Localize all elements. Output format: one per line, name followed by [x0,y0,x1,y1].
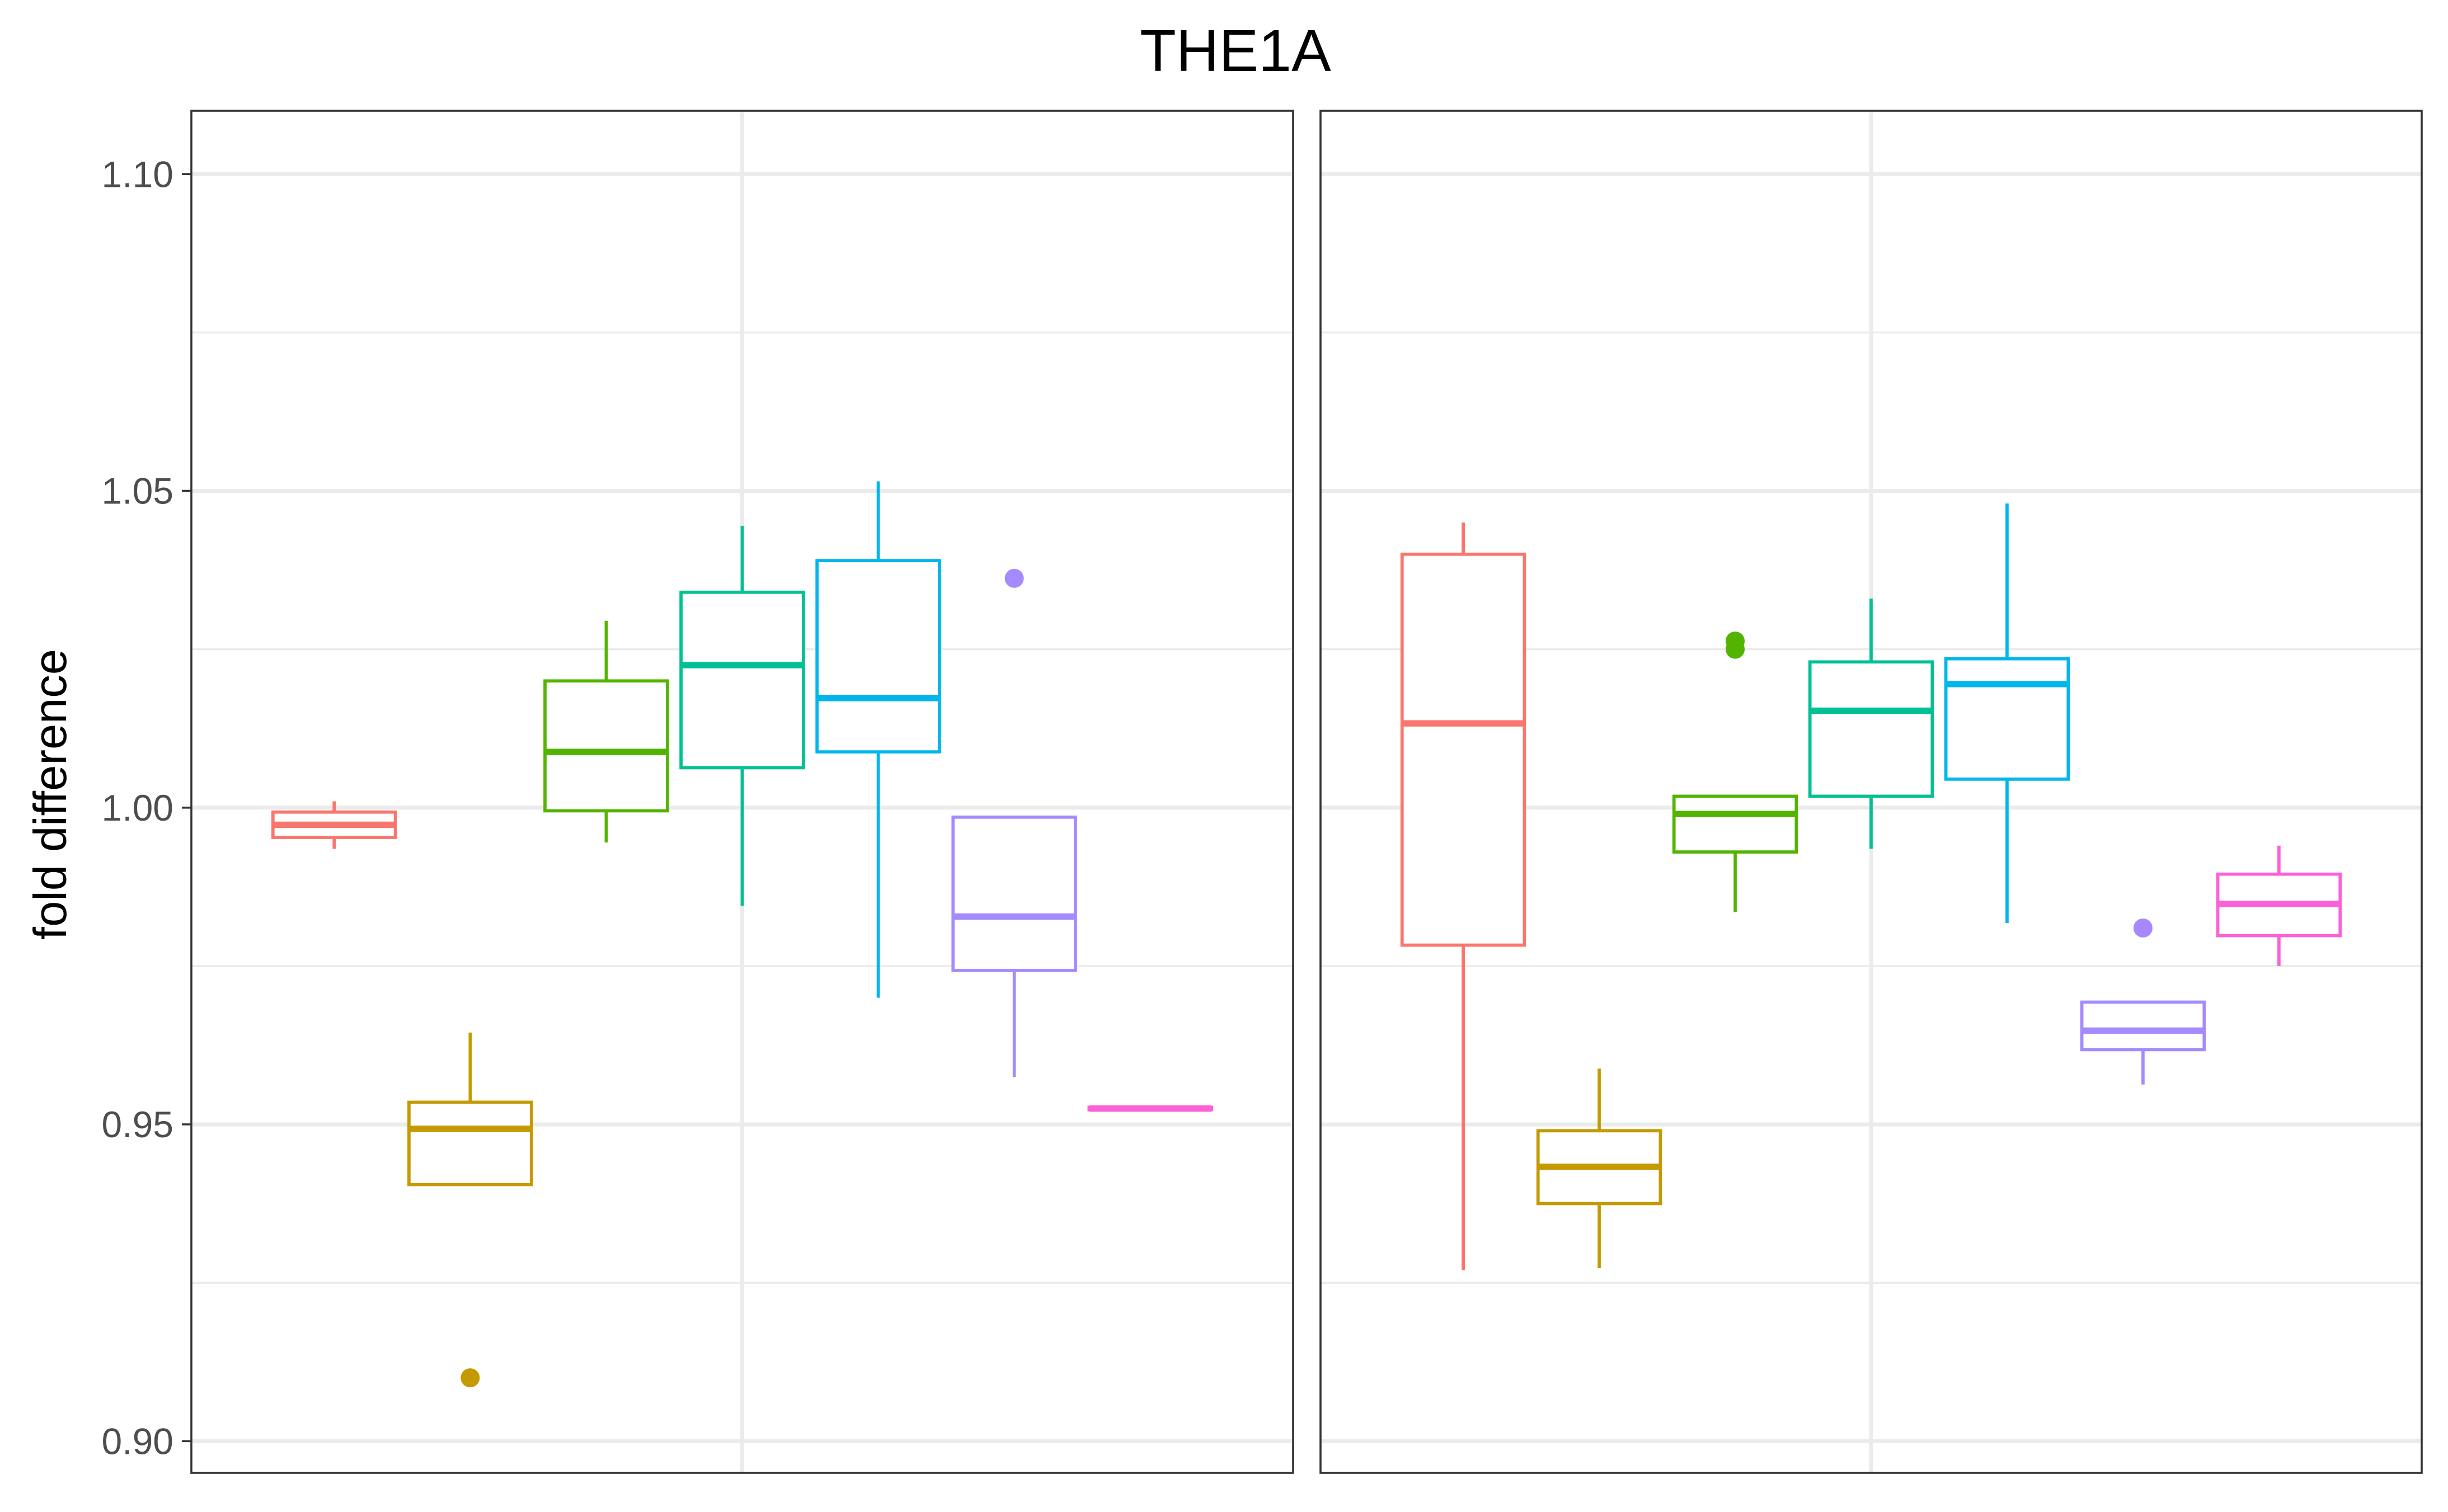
box-group-6 [951,568,1077,1077]
box-group-6 [2080,918,2206,1085]
box-group-2 [407,1032,533,1388]
panel-border [190,110,1294,1474]
y-tick-label: 0.95 [102,1104,173,1145]
panels-group [190,110,2423,1474]
chart-title: THE1A [1140,18,1331,84]
box-group-2 [1536,1068,1662,1269]
y-axis-label: fold difference [24,649,76,940]
box-iqr [2080,1000,2206,1052]
y-tick-label: 0.90 [102,1420,173,1462]
box-group-3 [543,620,669,843]
y-tick-label: 1.00 [102,787,173,828]
box-iqr [951,815,1077,972]
box-iqr [679,590,805,770]
outlier-point [2133,918,2153,938]
box-group-3 [1672,631,1798,912]
box-iqr [1400,552,1526,947]
outlier-point [461,1368,480,1388]
box-group-1 [1400,522,1526,1270]
panel-1 [190,110,1294,1474]
outlier-point [1726,631,1745,651]
panel-2 [1319,110,2423,1474]
box-group-7 [2216,845,2342,966]
box-iqr [1808,660,1934,798]
box-iqr [407,1100,533,1186]
panel-border [1319,110,2423,1474]
box-group-5 [1944,503,2070,923]
y-axis: 0.90 0.95 1.00 1.05 1.10 [102,153,191,1462]
box-group-1 [271,801,397,849]
outlier-point [1004,568,1024,588]
box-iqr [1672,794,1798,854]
y-tick-label: 1.10 [102,153,173,195]
y-tick-label: 1.05 [102,470,173,512]
box-group-5 [815,481,941,998]
box-group-4 [1808,599,1934,849]
box-group-7 [1087,1105,1213,1112]
box-iqr [543,679,669,813]
box-group-4 [679,525,805,906]
box-iqr [1944,657,2070,781]
box-iqr [815,559,941,753]
